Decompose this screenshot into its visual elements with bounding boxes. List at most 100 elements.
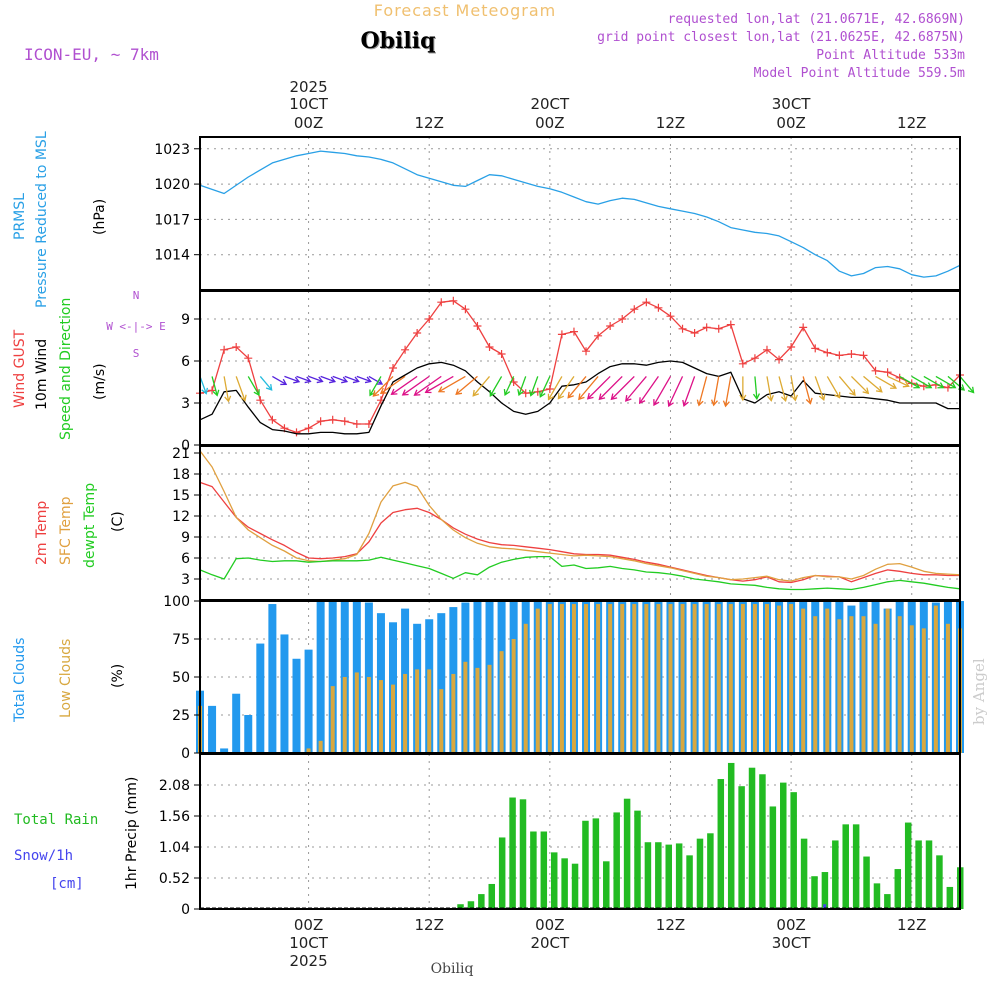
wind-direction-arrow: [887, 375, 909, 387]
low-cloud-bar: [463, 661, 468, 753]
rain-bar: [904, 822, 912, 909]
low-cloud-bar: [945, 623, 950, 753]
gust-marker: [304, 424, 313, 433]
gust-marker: [208, 386, 217, 395]
wind-arrow-head: [805, 397, 813, 405]
wind-arrow-head: [791, 394, 799, 402]
wind-arrow-head: [455, 388, 463, 396]
wind-direction-arrow: [284, 375, 300, 383]
low-cloud-bar: [318, 740, 323, 753]
ytick-label-precip: 1.04: [159, 840, 190, 856]
wind-arrow-head: [437, 386, 445, 393]
wind-direction-arrow: [391, 375, 418, 395]
wind-direction-arrow: [356, 375, 371, 383]
low-cloud-bar: [933, 605, 938, 753]
wind-direction-arrow: [923, 375, 944, 389]
wind-arrow-head: [949, 382, 957, 389]
panel-frame-pressure: [199, 136, 961, 291]
low-cloud-bar: [439, 689, 444, 753]
low-cloud-bar: [475, 667, 480, 753]
gust-marker: [787, 343, 796, 351]
rain-bar: [915, 840, 922, 909]
temp2m-line: [199, 481, 960, 584]
gust-marker: [220, 345, 229, 354]
wind-arrow-head: [329, 376, 337, 384]
wind-arrow-head: [638, 397, 646, 405]
wind-direction-arrow: [320, 375, 336, 383]
wind-arrow-head: [624, 395, 632, 402]
temp-unit: (C): [110, 511, 126, 532]
low-cloud-bar: [861, 616, 866, 753]
temp2m-label: 2m Temp: [34, 501, 50, 565]
compass-s: S: [133, 347, 140, 360]
total-cloud-bar: [304, 649, 313, 753]
top-time-label: 00Z: [535, 114, 564, 132]
gust-marker: [726, 320, 735, 329]
rain-bar: [790, 792, 797, 909]
wind-arrow-head: [379, 387, 387, 395]
low-cloud-label: Low Clouds: [58, 639, 74, 718]
low-cloud-bar: [511, 639, 516, 753]
wind-arrow-head: [739, 394, 747, 402]
rain-bar: [655, 842, 662, 909]
wind-direction-arrow: [838, 375, 856, 396]
ytick-label-precip: 1.56: [159, 809, 190, 825]
gust-marker: [871, 366, 880, 375]
wind-direction-arrow: [610, 375, 635, 400]
wind-direction-arrow: [899, 375, 920, 389]
wind-arrow-head: [902, 381, 910, 388]
wind-arrow-head: [489, 390, 496, 397]
wind-direction-arrow: [372, 375, 394, 397]
low-cloud-bar: [897, 616, 902, 753]
wind-direction-arrow: [223, 376, 230, 402]
ytick-label-wind: 3: [181, 396, 190, 412]
low-cloud-bar: [427, 669, 432, 753]
gust-marker: [497, 350, 506, 358]
wind-arrow-head: [610, 393, 618, 401]
rain-bar: [884, 894, 891, 909]
low-cloud-bar: [704, 604, 709, 753]
total-cloud-bar: [316, 601, 325, 753]
wind-arrow-head: [341, 376, 349, 384]
rain-bar: [582, 820, 589, 909]
low-cloud-bar: [656, 604, 661, 753]
pressure-label-1: PRMSL: [12, 193, 28, 240]
gust-label: Wind GUST: [12, 329, 28, 408]
wind-direction-arrow: [814, 376, 825, 401]
wind-arrow-head: [390, 388, 398, 396]
grid: [200, 137, 960, 910]
rain-label: Total Rain: [14, 812, 98, 828]
wind-arrow-head: [925, 382, 933, 389]
wind-arrow-head: [376, 378, 384, 385]
low-cloud-bar: [680, 604, 685, 753]
gust-marker: [654, 303, 663, 312]
pressure-labels: PRMSL Pressure Reduced to MSL (hPa): [12, 131, 108, 308]
top-time-label: 00Z: [294, 114, 323, 132]
wind-direction-arrow: [683, 376, 696, 406]
wind-arrow-head: [401, 389, 409, 396]
wind-arrow-head: [557, 392, 565, 400]
wind-direction-arrow: [724, 376, 732, 407]
wind-direction-arrow: [259, 375, 273, 391]
bottom-time-label: 12Z: [656, 916, 685, 934]
low-cloud-bar: [716, 604, 721, 753]
direction-label: Speed and Direction: [58, 298, 74, 440]
frames: [199, 136, 961, 910]
rain-bar: [644, 842, 652, 909]
rain-bar: [873, 883, 881, 909]
top-year-label: 2025: [289, 78, 327, 96]
rain-bar: [769, 806, 777, 909]
low-cloud-bar: [873, 623, 878, 753]
low-cloud-bar: [632, 604, 637, 753]
top-date-label: 30CT: [772, 95, 812, 113]
gust-marker: [606, 322, 615, 330]
gust-marker: [437, 298, 446, 307]
gust-marker: [582, 347, 591, 356]
rain-bar: [686, 855, 693, 909]
wind-arrow-head: [586, 392, 594, 400]
gust-marker: [690, 329, 699, 337]
gust-marker: [316, 417, 325, 426]
sfc-label: SFC Temp: [58, 496, 74, 565]
bottom-time-label: 00Z: [294, 916, 323, 934]
